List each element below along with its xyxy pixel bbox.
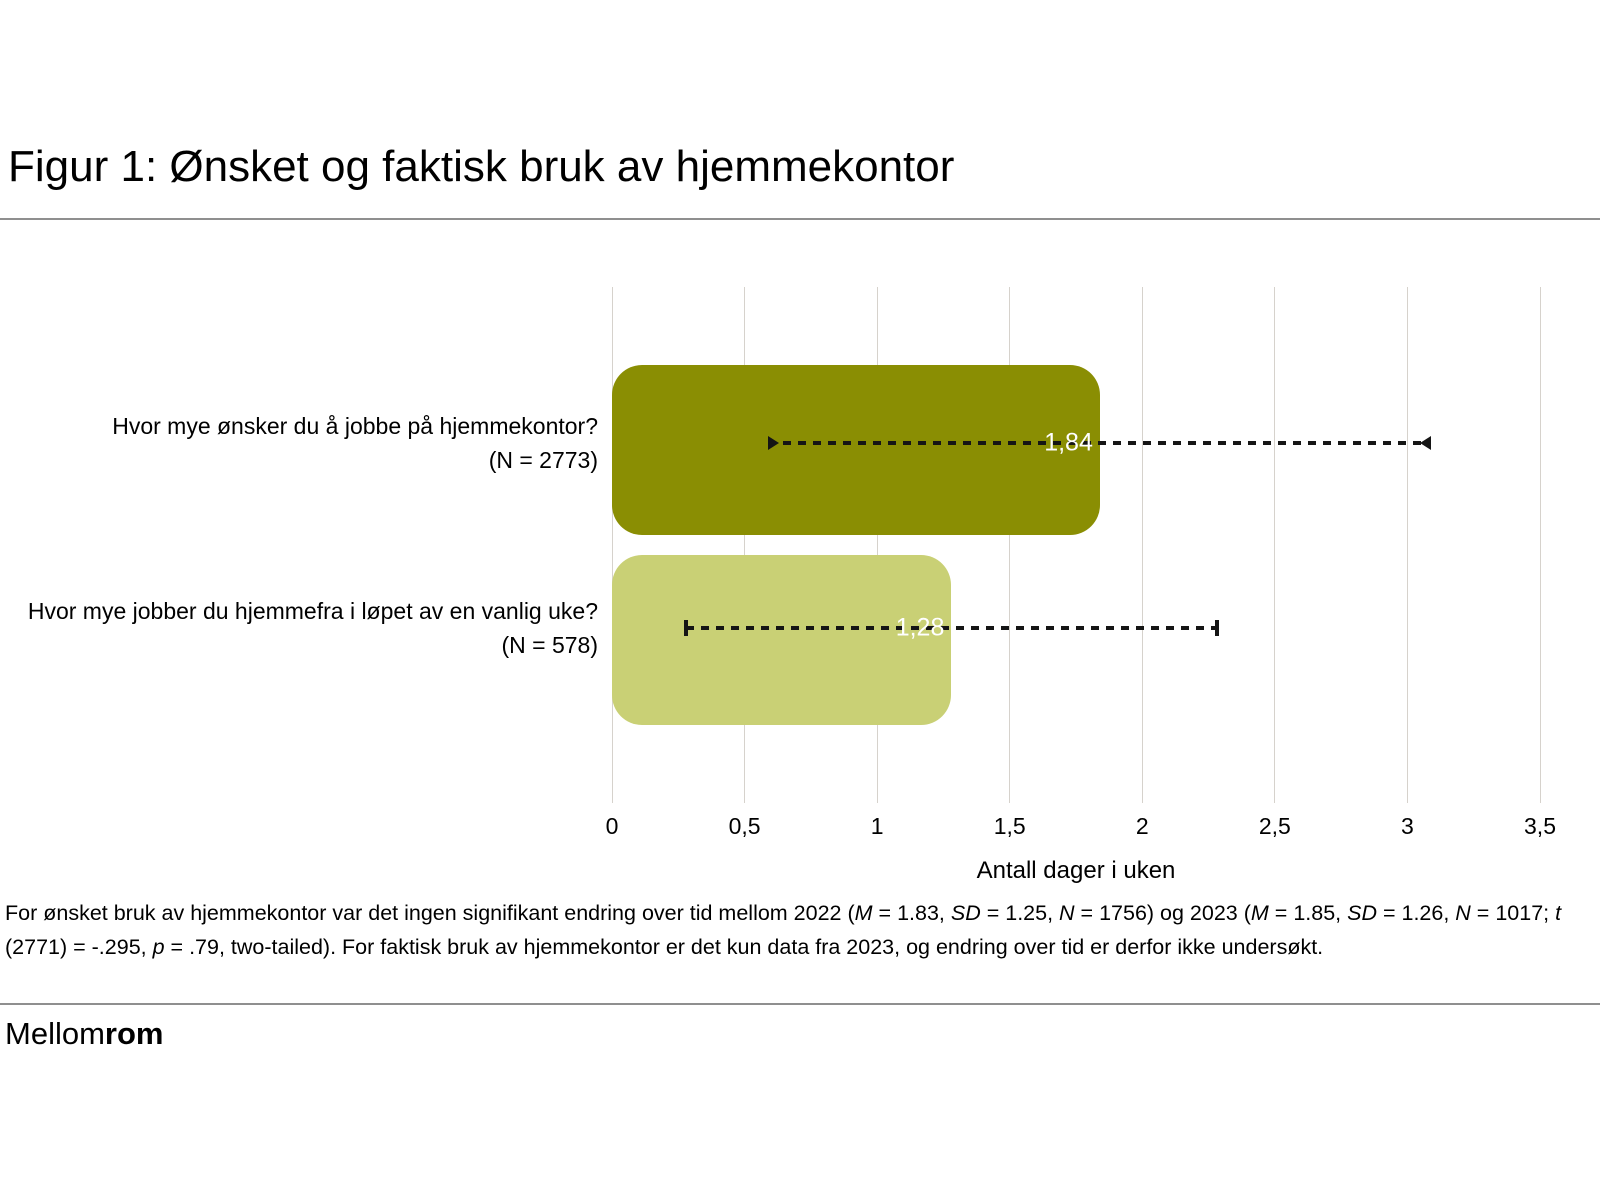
footnote-stat-symbol: SD (1347, 901, 1377, 925)
x-tick-label: 3 (1401, 813, 1414, 839)
logo-bold-part: rom (104, 1016, 164, 1051)
plot-area: 0 0,5 1 1,5 2 2,5 3 3,5 Antall dager i uken 1,84 1… (606, 287, 1556, 884)
category-label: Hvor mye jobber du hjemmefra i løpet av … (0, 594, 598, 662)
footnote-segment: = 1.26, (1377, 901, 1456, 925)
x-tick-label: 1 (870, 813, 884, 839)
error-bar-cap-left (684, 620, 689, 636)
gridline (1539, 287, 1541, 803)
footnote-segment: = 1.83, (872, 901, 951, 925)
footnote-stat-symbol: M (854, 901, 873, 925)
bar-value-label: 1,84 (1044, 428, 1093, 457)
x-tick-label: 2,5 (1258, 813, 1291, 839)
gridline (1274, 287, 1276, 803)
figure-title: Figur 1: Ønsket og faktisk bruk av hjemm… (8, 142, 955, 191)
bar (612, 555, 952, 725)
bar (612, 365, 1100, 535)
category-question: Hvor mye jobber du hjemmefra i løpet av … (27, 598, 598, 624)
x-axis-title: Antall dager i uken (976, 857, 1176, 884)
gridline (876, 287, 878, 803)
footnote-text: For ønsket bruk av hjemmekontor var det … (5, 896, 1597, 964)
footnote-stat-symbol: N (1059, 901, 1075, 925)
error-bar (768, 441, 1432, 445)
mellomrom-logo: Mellomrom (5, 1016, 163, 1052)
gridline (1141, 287, 1143, 803)
footnote-segment: = 1.25, (980, 901, 1060, 925)
footnote-segment: = .79, two-tailed). For faktisk bruk av … (164, 935, 1324, 959)
x-tick-label: 3,5 (1524, 813, 1556, 839)
footnote-segment: = 1.85, (1268, 901, 1348, 925)
category-n: (N = 2773) (488, 447, 598, 473)
gridline (611, 287, 613, 803)
logo-regular-part: Mellom (5, 1016, 105, 1051)
top-divider (0, 218, 1600, 220)
footnote-stat-symbol: t (1555, 901, 1562, 925)
gridline (1009, 287, 1011, 803)
gridline (744, 287, 746, 803)
x-tick-label: 0,5 (728, 813, 761, 839)
footnote-stat-symbol: SD (950, 901, 981, 925)
x-tick-label: 2 (1135, 813, 1149, 839)
footnote-segment: = 1756) og 2023 ( (1074, 901, 1251, 925)
footnote-stat-symbol: p (152, 935, 165, 959)
category-question: Hvor mye ønsker du å jobbe på hjemmekont… (112, 413, 598, 439)
bottom-divider (0, 1003, 1600, 1005)
x-tick-label: 1,5 (993, 813, 1026, 839)
error-bar-cap-right (1214, 620, 1219, 636)
bar-value-label: 1,28 (895, 613, 945, 642)
error-bar-cap-left (768, 436, 780, 450)
error-bar-cap-right (1420, 436, 1432, 450)
gridline (1406, 287, 1408, 803)
footnote-stat-symbol: N (1455, 901, 1471, 925)
category-n: (N = 578) (501, 632, 598, 658)
x-tick-label: 0 (605, 813, 619, 839)
footnote-segment: = 1017; (1470, 901, 1556, 925)
footnote-stat-symbol: M (1250, 901, 1269, 925)
footnote-segment: (2771) = -.295, (5, 935, 153, 959)
footnote-segment: For ønsket bruk av hjemmekontor var det … (5, 901, 855, 925)
category-label: Hvor mye ønsker du å jobbe på hjemmekont… (0, 409, 598, 477)
error-bar (686, 626, 1217, 630)
